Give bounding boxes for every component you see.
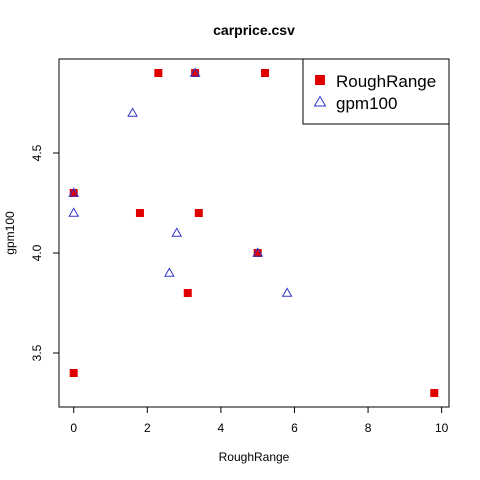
data-point-triangle <box>189 67 201 77</box>
x-tick-label: 4 <box>218 421 225 435</box>
data-point-square <box>261 69 270 77</box>
y-axis-label: gpm100 <box>3 211 17 255</box>
data-point-square <box>191 69 200 77</box>
data-point-square <box>430 389 439 397</box>
data-point-square <box>194 209 203 217</box>
legend: RoughRange gpm100 <box>302 58 450 125</box>
x-axis: 0 2 4 6 8 10 <box>70 406 449 435</box>
x-axis-label: RoughRange <box>219 450 290 464</box>
x-tick-label: 6 <box>291 421 298 435</box>
x-tick-label: 2 <box>144 421 151 435</box>
chart-title: carprice.csv <box>213 22 295 38</box>
y-tick-label: 3.5 <box>30 344 44 361</box>
data-point-triangle <box>164 267 175 277</box>
data-point-triangle <box>68 187 80 197</box>
y-tick-label: 4.5 <box>30 144 44 161</box>
y-tick-label: 4.0 <box>30 244 44 261</box>
data-points <box>68 67 439 397</box>
data-point-triangle <box>127 107 138 117</box>
legend-label-gpm100: gpm100 <box>336 94 397 113</box>
x-tick-label: 8 <box>365 421 372 435</box>
data-point-square <box>69 189 78 197</box>
legend-marker-gpm100 <box>313 95 327 107</box>
y-axis: 3.5 4.0 4.5 <box>30 144 60 361</box>
legend-box <box>302 58 450 125</box>
data-point-square <box>253 249 262 257</box>
data-point-square <box>154 69 163 77</box>
x-tick-label: 0 <box>70 421 77 435</box>
legend-label-roughrange: RoughRange <box>336 72 436 91</box>
data-point-triangle <box>68 207 80 217</box>
series-gpm100 <box>68 67 293 297</box>
data-point-triangle <box>252 247 264 257</box>
data-point-triangle <box>281 287 293 297</box>
legend-marker-roughrange <box>315 75 325 85</box>
data-point-square <box>183 289 192 297</box>
data-point-square <box>69 369 78 377</box>
data-point-triangle <box>171 227 183 237</box>
data-point-square <box>135 209 144 217</box>
x-tick-label: 10 <box>435 421 449 435</box>
series-roughrange <box>69 69 439 397</box>
